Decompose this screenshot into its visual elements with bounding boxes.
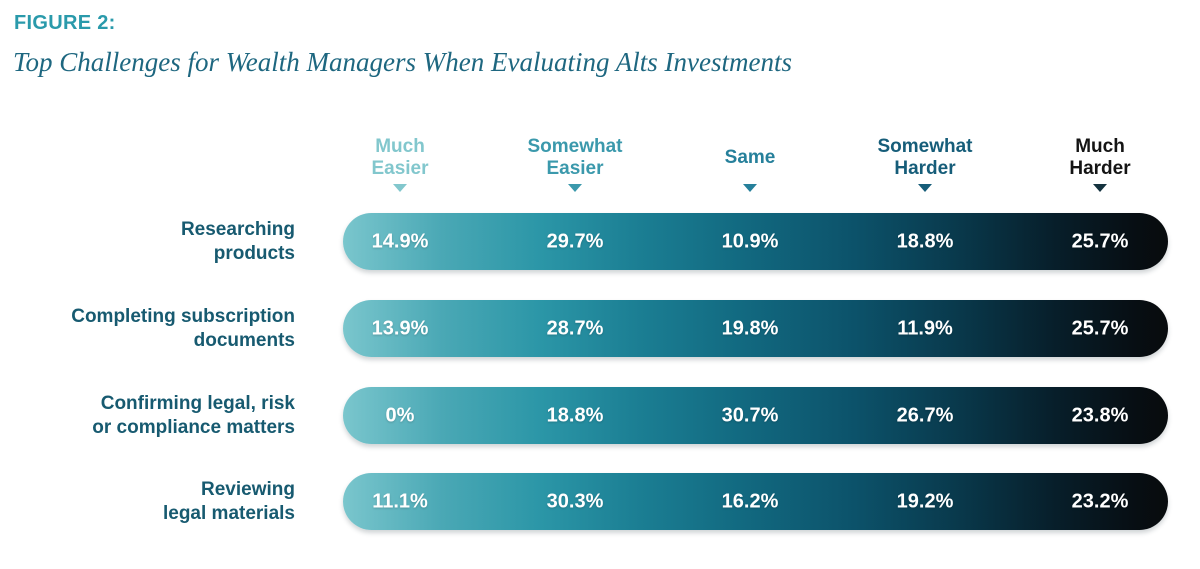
value-label: 29.7% <box>546 230 604 252</box>
column-header-much-easier: Much Easier <box>310 126 490 192</box>
value-label: 19.8% <box>721 317 779 339</box>
bar-row-reviewing-legal-materials: 11.1% 30.3% 16.2% 19.2% 23.2% <box>343 473 1168 530</box>
column-header-same: Same <box>660 126 840 192</box>
column-header-label: Much Harder <box>1069 136 1131 179</box>
value-label: 14.9% <box>371 230 429 252</box>
column-header-label: Somewhat Easier <box>527 136 623 179</box>
value-label: 23.2% <box>1071 490 1129 512</box>
row-label-researching-products: Researching products <box>180 218 295 264</box>
column-header-somewhat-harder: Somewhat Harder <box>835 126 1015 192</box>
value-label: 10.9% <box>721 230 779 252</box>
down-arrow-icon <box>568 184 582 192</box>
row-label-reviewing-legal-materials: Reviewing legal materials <box>162 478 295 524</box>
value-label: 25.7% <box>1071 230 1129 252</box>
down-arrow-icon <box>393 184 407 192</box>
value-label: 25.7% <box>1071 317 1129 339</box>
bar-row-confirming-legal-risk-compliance: 0% 18.8% 30.7% 26.7% 23.8% <box>343 387 1168 444</box>
value-label: 13.9% <box>371 317 429 339</box>
figure-title: Top Challenges for Wealth Managers When … <box>13 47 792 77</box>
down-arrow-icon <box>743 184 757 192</box>
value-label: 28.7% <box>546 317 604 339</box>
value-label: 18.8% <box>896 230 954 252</box>
bar-row-completing-subscription-documents: 13.9% 28.7% 19.8% 11.9% 25.7% <box>343 300 1168 357</box>
value-label: 18.8% <box>546 404 604 426</box>
down-arrow-icon <box>1093 184 1107 192</box>
value-label: 26.7% <box>896 404 954 426</box>
value-label: 19.2% <box>896 490 954 512</box>
value-label: 16.2% <box>721 490 779 512</box>
column-header-label: Somewhat Harder <box>877 136 973 179</box>
down-arrow-icon <box>918 184 932 192</box>
column-header-label: Same <box>724 146 776 168</box>
value-label: 23.8% <box>1071 404 1129 426</box>
figure-label: FIGURE 2: <box>14 12 116 34</box>
value-label: 30.3% <box>546 490 604 512</box>
value-label: 0% <box>385 404 415 426</box>
row-label-completing-subscription-documents: Completing subscription documents <box>71 305 295 351</box>
value-label: 11.1% <box>372 490 428 512</box>
bar-row-researching-products: 14.9% 29.7% 10.9% 18.8% 25.7% <box>343 213 1168 270</box>
column-header-somewhat-easier: Somewhat Easier <box>485 126 665 192</box>
column-header-much-harder: Much Harder <box>1010 126 1190 192</box>
row-label-confirming-legal-risk-compliance: Confirming legal, risk or compliance mat… <box>92 392 295 438</box>
value-label: 11.9% <box>897 317 953 339</box>
column-header-label: Much Easier <box>371 136 429 179</box>
value-label: 30.7% <box>721 404 779 426</box>
